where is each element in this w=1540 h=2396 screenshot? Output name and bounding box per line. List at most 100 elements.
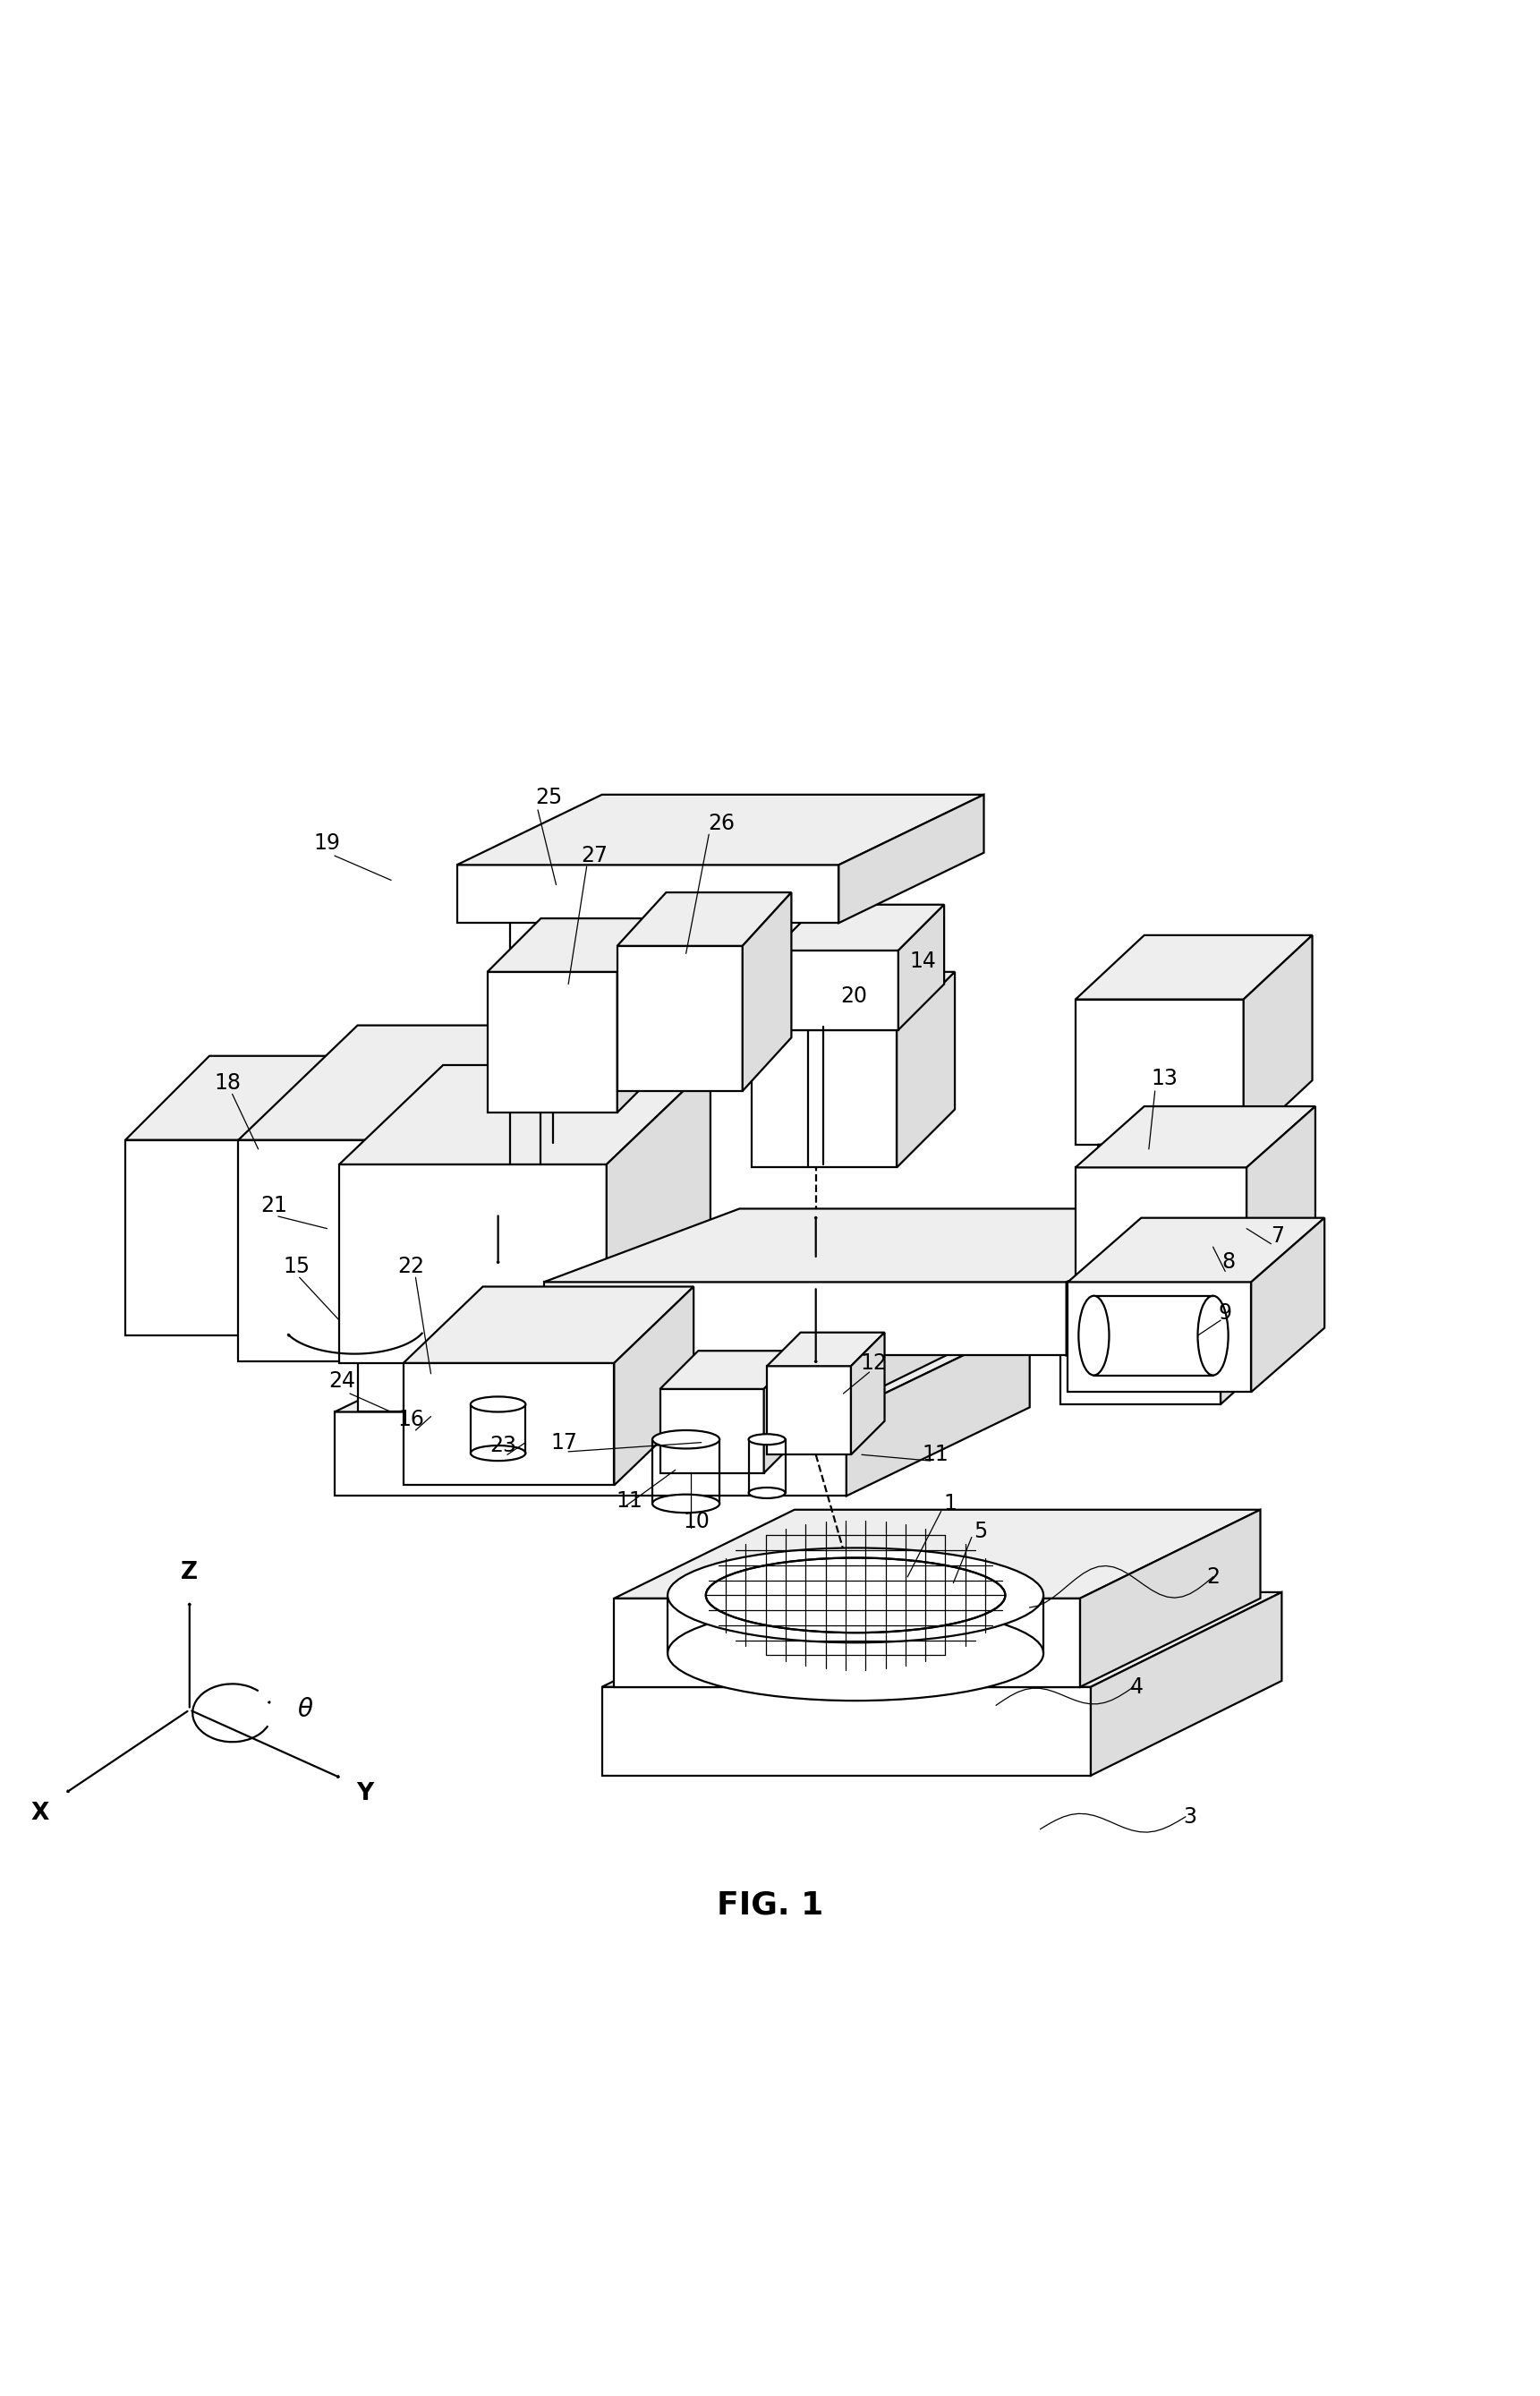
Ellipse shape (668, 1605, 1044, 1701)
Text: 14: 14 (910, 951, 936, 973)
Text: 2: 2 (1206, 1567, 1220, 1589)
Polygon shape (1067, 1217, 1324, 1282)
Polygon shape (544, 1282, 1066, 1356)
Polygon shape (339, 1066, 710, 1164)
Polygon shape (898, 906, 944, 1030)
Text: 12: 12 (861, 1351, 887, 1373)
Polygon shape (752, 973, 955, 1030)
Text: 8: 8 (1221, 1251, 1235, 1272)
Polygon shape (767, 1366, 852, 1454)
Polygon shape (1075, 1167, 1246, 1289)
Polygon shape (607, 1066, 710, 1363)
Polygon shape (339, 1164, 607, 1363)
Text: 15: 15 (283, 1256, 310, 1277)
Polygon shape (357, 1244, 1003, 1327)
Polygon shape (403, 1363, 614, 1486)
Ellipse shape (668, 1548, 1044, 1644)
Polygon shape (239, 1140, 544, 1361)
Text: 10: 10 (684, 1512, 710, 1533)
Text: 23: 23 (490, 1435, 516, 1457)
Polygon shape (1246, 1107, 1315, 1289)
Text: 7: 7 (1270, 1224, 1284, 1246)
Ellipse shape (653, 1495, 719, 1512)
Polygon shape (1075, 999, 1243, 1145)
Text: 11: 11 (921, 1445, 949, 1466)
Polygon shape (752, 1030, 896, 1167)
Text: Y: Y (357, 1783, 374, 1807)
Text: 5: 5 (973, 1521, 987, 1543)
Polygon shape (773, 906, 944, 951)
Text: FIG. 1: FIG. 1 (716, 1890, 824, 1922)
Polygon shape (896, 973, 955, 1167)
Text: 9: 9 (1218, 1301, 1232, 1323)
Polygon shape (544, 1208, 1261, 1282)
Polygon shape (1066, 1208, 1261, 1356)
Text: 16: 16 (397, 1409, 425, 1430)
Polygon shape (1250, 1217, 1324, 1392)
Text: 1: 1 (944, 1493, 956, 1514)
Polygon shape (339, 1057, 424, 1335)
Text: 26: 26 (708, 812, 735, 834)
Polygon shape (1075, 1145, 1183, 1289)
Polygon shape (614, 1598, 1080, 1687)
Polygon shape (1075, 1107, 1315, 1167)
Text: 4: 4 (1130, 1677, 1143, 1699)
Text: Z: Z (182, 1560, 199, 1584)
Polygon shape (1060, 1232, 1284, 1289)
Polygon shape (239, 1025, 664, 1140)
Polygon shape (1090, 1593, 1281, 1775)
Polygon shape (742, 891, 792, 1090)
Text: 20: 20 (841, 985, 867, 1006)
Polygon shape (125, 1140, 339, 1335)
Polygon shape (614, 1509, 1260, 1598)
Polygon shape (618, 891, 792, 946)
Text: 11: 11 (616, 1490, 642, 1512)
Polygon shape (832, 1244, 1003, 1411)
Ellipse shape (1198, 1296, 1229, 1375)
Text: 19: 19 (314, 834, 340, 855)
Polygon shape (487, 973, 618, 1112)
Text: 24: 24 (330, 1371, 356, 1392)
Polygon shape (773, 951, 898, 1030)
Text: 17: 17 (550, 1433, 578, 1454)
Ellipse shape (471, 1397, 525, 1411)
Text: X: X (31, 1802, 49, 1826)
Text: 27: 27 (581, 846, 608, 867)
Polygon shape (661, 1390, 764, 1474)
Polygon shape (403, 1287, 693, 1363)
Polygon shape (661, 1351, 802, 1390)
Polygon shape (767, 1332, 884, 1366)
Polygon shape (457, 795, 984, 865)
Polygon shape (457, 865, 839, 922)
Polygon shape (847, 1323, 1030, 1495)
Ellipse shape (705, 1557, 1006, 1632)
Polygon shape (602, 1687, 1090, 1775)
Text: 25: 25 (534, 786, 562, 807)
Ellipse shape (653, 1430, 719, 1450)
Polygon shape (357, 1327, 832, 1411)
Polygon shape (1075, 934, 1312, 999)
Ellipse shape (1078, 1296, 1109, 1375)
Polygon shape (125, 1057, 424, 1140)
Ellipse shape (748, 1435, 785, 1445)
Polygon shape (618, 918, 671, 1112)
Polygon shape (614, 1287, 693, 1486)
Polygon shape (1067, 1282, 1250, 1392)
Polygon shape (334, 1411, 847, 1495)
Ellipse shape (748, 1488, 785, 1498)
Polygon shape (1243, 934, 1312, 1145)
Text: 22: 22 (397, 1256, 425, 1277)
Polygon shape (852, 1332, 884, 1454)
Text: 3: 3 (1183, 1807, 1197, 1828)
Text: $\theta$: $\theta$ (297, 1696, 314, 1723)
Polygon shape (1080, 1509, 1260, 1687)
Polygon shape (1221, 1232, 1284, 1404)
Text: 21: 21 (260, 1196, 286, 1217)
Text: 18: 18 (214, 1073, 242, 1095)
Polygon shape (334, 1323, 1030, 1411)
Polygon shape (487, 918, 671, 973)
Text: 13: 13 (1150, 1069, 1178, 1090)
Polygon shape (1060, 1289, 1221, 1404)
Polygon shape (839, 795, 984, 922)
Polygon shape (618, 946, 742, 1090)
